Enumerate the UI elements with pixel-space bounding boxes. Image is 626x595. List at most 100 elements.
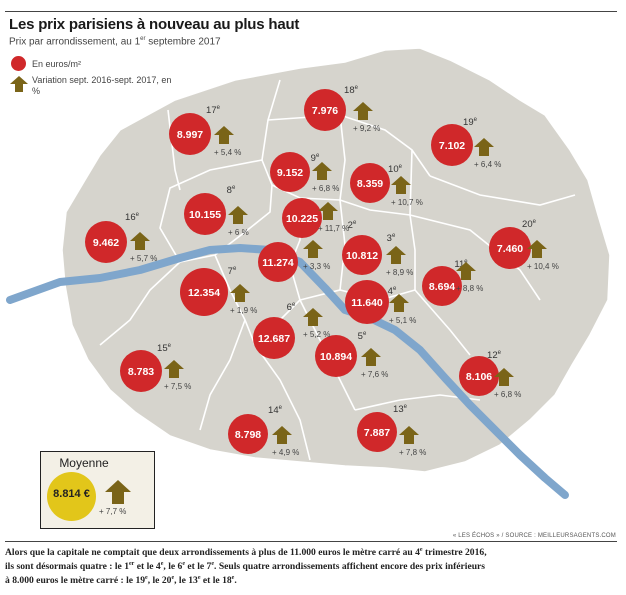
- price-circle: [350, 163, 390, 203]
- price-circle: [489, 227, 531, 269]
- price-circle: [422, 266, 462, 306]
- up-arrow-icon: [399, 426, 419, 444]
- arrondissement-12: 8.106 12e + 6,8 %: [459, 350, 521, 399]
- arrondissement-number: 8e: [227, 185, 236, 196]
- arrondissement-number: 14e: [268, 405, 283, 416]
- arrondissement-6: 12.687 6e + 5,2 %: [253, 302, 330, 359]
- arrondissement-number: 13e: [393, 404, 408, 415]
- variation-label: + 6,8 %: [312, 184, 339, 193]
- price-circle: [120, 350, 162, 392]
- price-label: 9.152: [277, 167, 303, 179]
- price-circle: [85, 221, 127, 263]
- price-circle: [180, 268, 228, 316]
- price-circle: [304, 89, 346, 131]
- up-arrow-icon: [527, 240, 547, 258]
- variation-label: + 7,6 %: [361, 370, 388, 379]
- arrondissement-number: 20e: [522, 219, 537, 230]
- footer-line-2: ils sont désormais quatre : le 1er et le…: [5, 560, 486, 572]
- up-arrow-icon: [353, 102, 373, 120]
- price-label: 12.354: [188, 287, 220, 299]
- arrondissement-13: 7.887 13e + 7,8 %: [357, 404, 426, 457]
- variation-label: + 4,9 %: [272, 448, 299, 457]
- arrondissement-number: 9e: [311, 153, 320, 164]
- up-arrow-icon: [303, 240, 323, 258]
- footer-line-1: Alors que la capitale ne comptait que de…: [5, 547, 487, 559]
- price-circle: [345, 280, 389, 324]
- arrondissement-number: 7e: [228, 266, 237, 277]
- average-price: 8.814 €: [53, 488, 90, 500]
- up-arrow-icon: [105, 480, 131, 504]
- chart-subtitle: Prix par arrondissement, au 1er septembr…: [9, 36, 221, 48]
- up-arrow-icon: [494, 368, 514, 386]
- price-label: 10.225: [286, 213, 318, 225]
- variation-label: + 8,8 %: [456, 284, 483, 293]
- up-arrow-icon: [389, 294, 409, 312]
- up-arrow-icon: [312, 162, 332, 180]
- arrondissement-19: 7.102 19e + 6,4 %: [431, 117, 501, 169]
- price-circle: [270, 152, 310, 192]
- arrondissement-number: 19e: [463, 117, 478, 128]
- variation-label: + 7,5 %: [164, 382, 191, 391]
- price-label: 11.640: [351, 297, 383, 309]
- price-label: 10.894: [320, 351, 352, 363]
- average-box: Moyenne 8.814 € + 7,7 %: [40, 451, 155, 529]
- variation-label: + 5,2 %: [303, 330, 330, 339]
- up-arrow-icon: [474, 138, 494, 156]
- arrondissement-number: 6e: [287, 302, 296, 313]
- variation-label: + 5,4 %: [214, 148, 241, 157]
- variation-label: + 11,7 %: [318, 224, 349, 233]
- up-arrow-icon: [230, 284, 250, 302]
- arrondissement-7: 12.354 7e + 1,9 %: [180, 266, 257, 316]
- average-title: Moyenne: [59, 456, 109, 470]
- variation-label: + 9,2 %: [353, 124, 380, 133]
- price-circle: [459, 356, 499, 396]
- variation-label: + 1,9 %: [230, 306, 257, 315]
- arrondissement-9: 9.152 9e + 6,8 %: [270, 152, 339, 193]
- up-arrow-icon: [10, 76, 28, 92]
- price-label: 7.887: [364, 427, 390, 439]
- variation-label: + 6,8 %: [494, 390, 521, 399]
- price-circle: [228, 414, 268, 454]
- arrondissement-number: 16e: [125, 212, 140, 223]
- arrondissement-4: 11.640 4e + 5,1 %: [345, 280, 416, 325]
- arrondissement-8: 10.155 8e + 6 %: [184, 185, 249, 237]
- footer-rule: [5, 541, 617, 542]
- up-arrow-icon: [272, 426, 292, 444]
- variation-label: + 10,7 %: [391, 198, 423, 207]
- price-label: 9.462: [93, 237, 119, 249]
- top-rule: [5, 11, 617, 12]
- price-circle: [357, 412, 397, 452]
- price-label: 7.102: [439, 140, 465, 152]
- up-arrow-icon: [361, 348, 381, 366]
- arrondissement-number: 2e: [348, 220, 357, 231]
- arrondissement-number: 18e: [344, 85, 359, 96]
- arrondissement-number: 10e: [388, 164, 403, 175]
- arrondissement-5: 10.894 5e + 7,6 %: [315, 331, 388, 379]
- arrondissement-3: 10.812 3e + 8,9 %: [342, 233, 413, 277]
- price-label: 11.274: [262, 257, 294, 269]
- chart-title: Les prix parisiens à nouveau au plus hau…: [9, 16, 300, 33]
- price-label: 12.687: [258, 333, 290, 345]
- up-arrow-icon: [391, 176, 411, 194]
- price-label: 8.783: [128, 366, 154, 378]
- arrondissement-16: 9.462 16e + 5,7 %: [85, 212, 157, 263]
- up-arrow-icon: [228, 206, 248, 224]
- price-legend-dot-icon: [11, 56, 26, 71]
- price-circle: [282, 198, 322, 238]
- up-arrow-icon: [386, 246, 406, 264]
- price-label: 8.798: [235, 429, 261, 441]
- arrondissement-18: 7.976 18e + 9,2 %: [304, 85, 380, 133]
- variation-label: + 3,3 %: [303, 262, 330, 271]
- arrondissement-number: 5e: [358, 331, 367, 342]
- price-label: 7.976: [312, 105, 338, 117]
- footer-text: Alors que la capitale ne comptait que de…: [5, 545, 617, 586]
- arrondissement-number: 3e: [387, 233, 396, 244]
- up-arrow-icon: [318, 202, 338, 220]
- price-legend-label: En euros/m²: [32, 59, 82, 69]
- variation-label: + 5,7 %: [130, 254, 157, 263]
- arrondissement-14: 8.798 14e + 4,9 %: [228, 405, 299, 457]
- price-circle: [315, 335, 357, 377]
- arrondissement-number: 11e: [454, 259, 468, 270]
- price-label: 8.106: [466, 371, 492, 383]
- up-arrow-icon: [456, 262, 476, 280]
